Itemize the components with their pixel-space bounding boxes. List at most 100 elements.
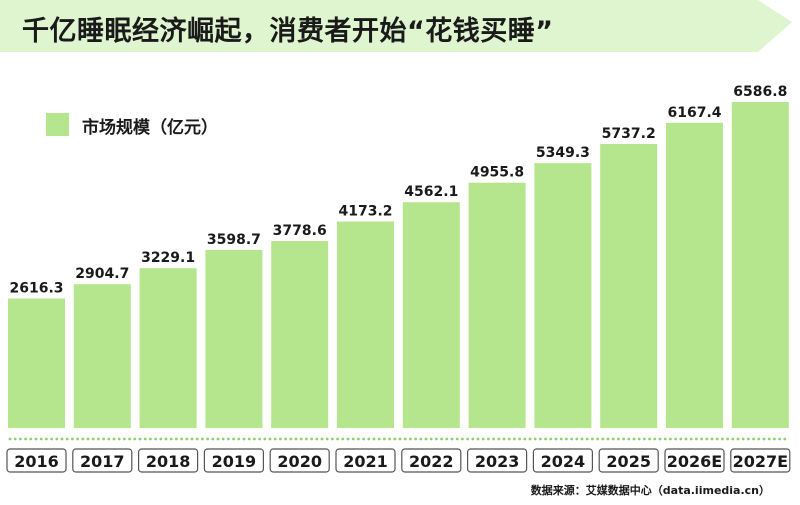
axis-dot: [778, 437, 781, 441]
axis-dot: [674, 437, 677, 441]
axis-dot: [414, 437, 417, 441]
axis-dot: [476, 437, 480, 441]
bar-2026E: [666, 122, 723, 429]
axis-dot: [367, 437, 371, 441]
axis-dot: [268, 437, 272, 441]
axis-dot: [190, 437, 194, 441]
x-axis-labels: 2016 2017 2018 2019 2020 2021 2022 2023 2024 2025…: [6, 448, 791, 473]
axis-dot: [710, 437, 714, 441]
axis-dot: [507, 437, 511, 441]
axis-dot: [107, 437, 111, 441]
axis-dot: [471, 437, 475, 441]
axis-dot: [409, 437, 412, 441]
axis-dot: [523, 437, 527, 441]
year-box-2025: [598, 448, 659, 473]
axis-dot: [783, 437, 787, 441]
tick-label-2024: 2024: [541, 452, 586, 471]
bar-2024: [534, 163, 592, 428]
axis-dot: [617, 437, 620, 441]
axis-dot: [13, 437, 17, 441]
bar-2016: [8, 298, 65, 428]
value-label-2019: 3598.7: [207, 232, 261, 248]
axis-dot: [279, 437, 282, 441]
axis-dot: [263, 437, 267, 441]
axis-dot: [315, 437, 319, 441]
year-box-2023: [467, 448, 528, 473]
axis-dot: [149, 437, 152, 441]
tick-label-2019: 2019: [212, 452, 257, 471]
value-label-2026E: 6167.4: [667, 105, 721, 121]
axis-dot: [513, 437, 516, 441]
value-label-2021: 4173.2: [338, 204, 392, 220]
axis-dot: [565, 437, 568, 441]
tick-label-2017: 2017: [80, 452, 125, 471]
axis-dot: [76, 437, 79, 441]
axis-dot: [102, 437, 105, 441]
axis-dot: [284, 437, 287, 441]
axis-dot: [91, 437, 95, 441]
tick-label-2023: 2023: [475, 452, 520, 471]
axis-dot: [518, 437, 521, 441]
axis-dot: [247, 437, 251, 441]
axis-dot: [299, 437, 303, 441]
axis-dot: [320, 437, 324, 441]
axis-dot: [424, 437, 428, 441]
axis-dot: [143, 437, 147, 441]
axis-dot: [39, 437, 43, 441]
axis-dot: [658, 437, 662, 441]
axis-dot: [440, 437, 443, 441]
axis-dot: [596, 437, 599, 441]
axis-dot: [705, 437, 709, 441]
axis-dot: [648, 437, 651, 441]
source-note: 数据来源：艾媒数据中心（data.iimedia.cn）: [530, 484, 770, 497]
axis-dot: [445, 437, 449, 441]
axis-dot: [752, 437, 755, 441]
axis-dot: [695, 437, 698, 441]
axis-dot: [45, 437, 48, 441]
axis-dot: [721, 437, 724, 441]
axis-dot: [643, 437, 646, 441]
axis-dot: [383, 437, 386, 441]
axis-dot: [539, 437, 542, 441]
axis-dot: [726, 437, 729, 441]
axis-dot: [29, 437, 33, 441]
axis-dot: [341, 437, 345, 441]
axis-dot: [65, 437, 69, 441]
axis-dot: [232, 437, 236, 441]
axis-dot: [216, 437, 220, 441]
axis-dot: [684, 437, 688, 441]
value-label-2025: 5737.2: [602, 126, 656, 142]
axis-dot: [679, 437, 683, 441]
axis-dot: [450, 437, 454, 441]
axis-dot: [253, 437, 256, 441]
axis-dot: [601, 437, 605, 441]
axis-dot: [50, 437, 53, 441]
axis-dot: [461, 437, 464, 441]
axis-dot: [372, 437, 376, 441]
bar-2022: [402, 202, 460, 428]
axis-dot: [112, 437, 116, 441]
year-box-2024: [532, 448, 594, 473]
axis-dot: [164, 437, 168, 441]
year-box-2017: [72, 448, 133, 473]
axis-dot: [206, 437, 210, 441]
axis-dot: [331, 437, 334, 441]
tick-label-2027E: 2027E: [733, 452, 788, 471]
axis-dot: [731, 437, 735, 441]
tick-label-2025: 2025: [606, 452, 651, 471]
year-box-2021: [335, 448, 396, 473]
axis-dot: [502, 437, 506, 441]
axis-dot: [549, 437, 553, 441]
axis-dot: [242, 437, 246, 441]
axis-dot: [700, 437, 703, 441]
axis-dot: [762, 437, 766, 441]
bars-layer: 2616.3 2904.7 3229.1 3598.7 3778.6 4173.2 4562…: [8, 84, 789, 429]
year-box-2018: [138, 448, 199, 473]
tick-label-2016: 2016: [14, 452, 59, 471]
value-label-2020: 3778.6: [273, 223, 327, 239]
axis-dot: [34, 437, 38, 441]
tick-label-2022: 2022: [409, 452, 454, 471]
axis-dot: [195, 437, 199, 441]
axis-dot: [419, 437, 423, 441]
